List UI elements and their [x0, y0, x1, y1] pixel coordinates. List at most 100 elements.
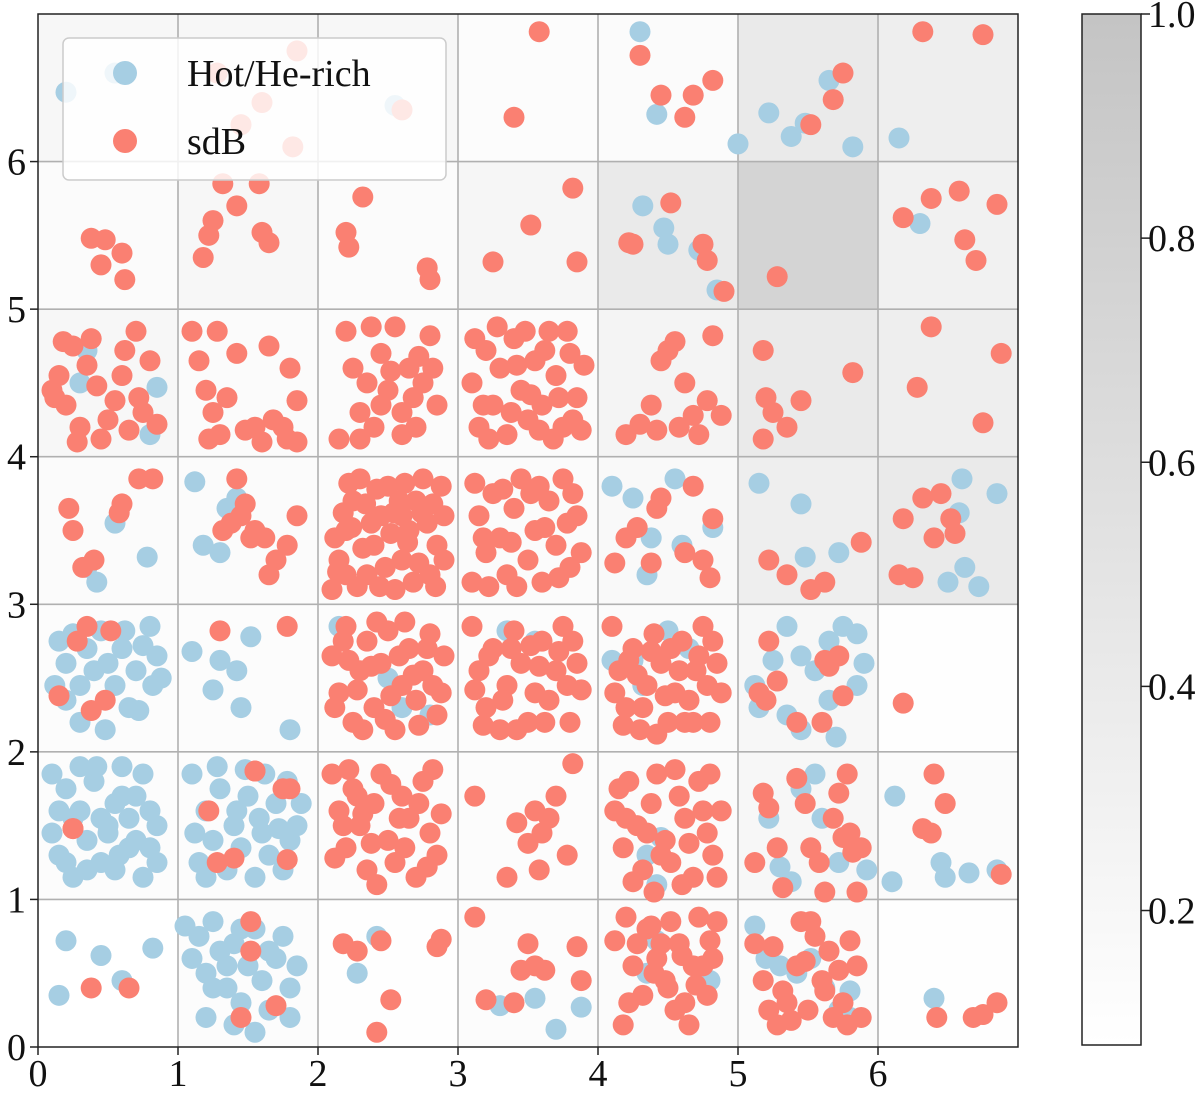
hot-he-rich-point — [951, 468, 973, 490]
sdb-point — [503, 992, 525, 1014]
hot-he-rich-point — [818, 630, 840, 652]
sdb-point — [226, 342, 248, 364]
hot-he-rich-point — [94, 719, 116, 741]
sdb-point — [422, 357, 444, 379]
sdb-point — [500, 531, 522, 553]
sdb-point — [510, 652, 532, 674]
sdb-point — [926, 1006, 948, 1028]
hot-he-rich-point — [128, 700, 150, 722]
sdb-point — [426, 394, 448, 416]
hot-he-rich-point — [97, 822, 119, 844]
hot-he-rich-point — [108, 844, 130, 866]
hot-he-rich-point — [139, 615, 161, 637]
hot-he-rich-point — [181, 763, 203, 785]
sdb-point — [146, 413, 168, 435]
sdb-point — [822, 89, 844, 111]
sdb-point — [388, 807, 410, 829]
sdb-point — [699, 711, 721, 733]
sdb-point — [562, 177, 584, 199]
sdb-point — [391, 401, 413, 423]
sdb-point — [762, 936, 784, 958]
sdb-point — [534, 711, 556, 733]
legend-marker — [113, 61, 137, 85]
sdb-point — [692, 800, 714, 822]
sdb-point — [776, 416, 798, 438]
x-tick-label: 3 — [449, 1053, 468, 1092]
sdb-point — [380, 360, 402, 382]
sdb-point — [478, 428, 500, 450]
sdb-point — [384, 852, 406, 874]
sdb-point — [464, 679, 486, 701]
hot-he-rich-point — [629, 21, 651, 43]
sdb-point — [111, 493, 133, 515]
sdb-point — [188, 350, 210, 372]
hot-he-rich-point — [272, 925, 294, 947]
sdb-point — [640, 641, 662, 663]
sdb-point — [892, 692, 914, 714]
hot-he-rich-point — [195, 1006, 217, 1028]
hot-he-rich-point — [986, 483, 1008, 505]
sdb-point — [615, 697, 637, 719]
y-tick-label: 5 — [7, 289, 26, 331]
sdb-point — [986, 193, 1008, 215]
sdb-point — [682, 475, 704, 497]
sdb-point — [139, 350, 161, 372]
sdb-point — [244, 520, 266, 541]
sdb-point — [566, 652, 588, 674]
sdb-point — [954, 229, 976, 251]
sdb-point — [772, 877, 794, 899]
sdb-point — [226, 468, 248, 490]
sdb-point — [475, 989, 497, 1011]
hot-he-rich-point — [48, 984, 70, 1006]
sdb-point — [125, 320, 147, 342]
sdb-point — [48, 365, 70, 387]
hot-he-rich-point — [632, 195, 654, 217]
hot-he-rich-point — [181, 947, 203, 969]
sdb-point — [650, 844, 672, 866]
hot-he-rich-point — [545, 1018, 567, 1040]
sdb-point — [114, 339, 136, 361]
sdb-point — [430, 803, 452, 825]
sdb-point — [650, 84, 672, 106]
sdb-point — [923, 763, 945, 785]
sdb-point — [552, 468, 574, 490]
sdb-point — [394, 611, 416, 633]
sdb-point — [356, 372, 378, 394]
points-layer — [41, 21, 1012, 1043]
colorbar-tick-label: 0.6 — [1148, 442, 1196, 484]
sdb-point — [181, 320, 203, 342]
plot-frame — [37, 13, 1019, 1048]
sdb-point — [762, 401, 784, 423]
sdb-point — [674, 807, 696, 829]
sdb-point — [198, 428, 220, 450]
hot-he-rich-point — [748, 472, 770, 494]
sdb-point — [416, 856, 438, 878]
sdb-point — [685, 974, 707, 996]
hot-he-rich-point — [853, 652, 875, 674]
sdb-point — [528, 859, 550, 881]
sdb-point — [464, 328, 486, 350]
sdb-point — [80, 328, 102, 350]
sdb-point — [433, 549, 455, 571]
sdb-point — [811, 711, 833, 733]
sdb-point — [640, 394, 662, 416]
sdb-point — [489, 719, 511, 741]
hot-he-rich-point — [790, 493, 812, 515]
hot-he-rich-point — [570, 996, 592, 1018]
sdb-point — [744, 933, 766, 955]
sdb-point — [380, 522, 402, 544]
sdb-point — [517, 933, 539, 955]
sdb-point — [356, 630, 378, 652]
sdb-point — [570, 542, 592, 564]
sdb-point — [699, 567, 721, 589]
sdb-point — [506, 719, 528, 741]
sdb-point — [752, 428, 774, 450]
legend-marker — [113, 129, 137, 153]
sdb-point — [920, 187, 942, 209]
sdb-point — [83, 549, 105, 571]
sdb-point — [338, 759, 360, 781]
sdb-point — [556, 674, 578, 696]
sdb-point — [643, 881, 665, 903]
legend-label: sdB — [187, 121, 246, 163]
heatmap-cell — [878, 309, 1018, 457]
